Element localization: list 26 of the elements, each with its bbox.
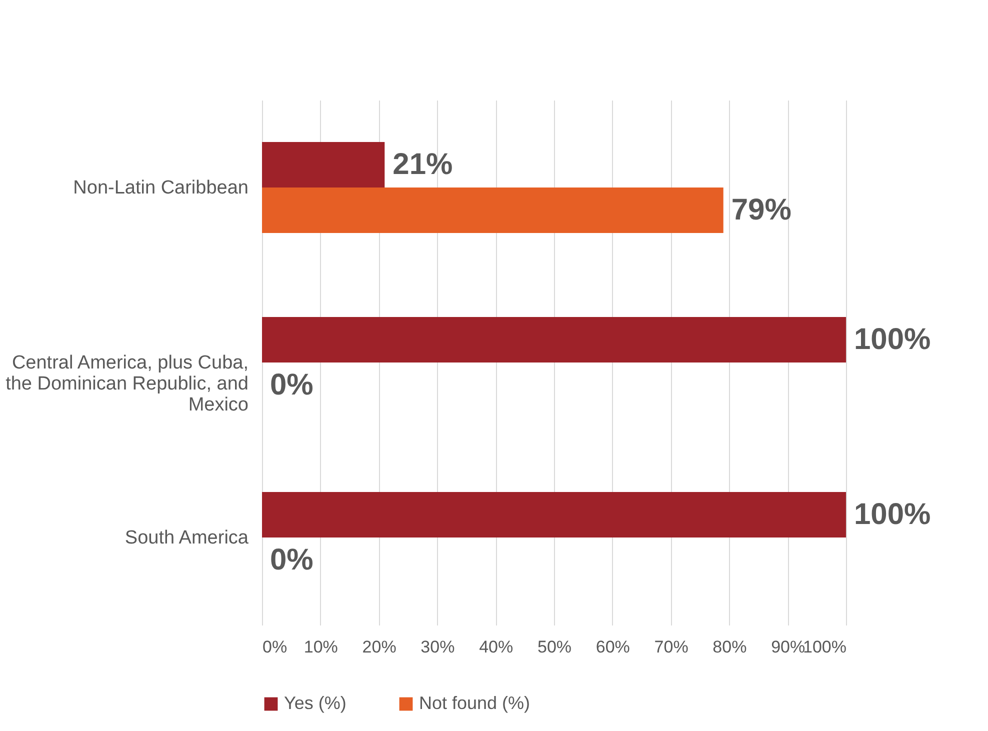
data-label: 100% bbox=[854, 322, 931, 356]
y-tick-label: Central America, plus Cuba, the Dominican Republic, and Mexico bbox=[6, 352, 248, 416]
data-label: 0% bbox=[270, 543, 314, 576]
x-tick-label: 90% bbox=[771, 638, 806, 656]
bar bbox=[262, 492, 846, 538]
x-tick-label: 100% bbox=[803, 638, 846, 656]
x-tick-label: 70% bbox=[654, 638, 688, 656]
bar bbox=[262, 317, 846, 362]
bar bbox=[262, 142, 385, 188]
legend-label: Not found (%) bbox=[419, 693, 530, 713]
data-label: 79% bbox=[731, 193, 792, 226]
y-tick-label: South America bbox=[124, 528, 249, 548]
x-tick-label: 10% bbox=[304, 638, 338, 656]
data-label: 21% bbox=[392, 148, 453, 181]
x-tick-label: 30% bbox=[420, 638, 455, 656]
x-tick-label: 60% bbox=[596, 638, 630, 656]
x-tick-label: 80% bbox=[712, 638, 747, 656]
bar bbox=[262, 188, 724, 233]
x-tick-label: 0% bbox=[262, 638, 288, 656]
x-tick-label: 20% bbox=[362, 638, 396, 656]
x-tick-label: 40% bbox=[479, 638, 514, 656]
data-label: 100% bbox=[854, 498, 931, 531]
data-label: 0% bbox=[270, 368, 314, 402]
legend-label: Yes (%) bbox=[284, 693, 346, 713]
y-tick-label: Non-Latin Caribbean bbox=[73, 178, 248, 198]
x-tick-label: 50% bbox=[537, 638, 572, 656]
